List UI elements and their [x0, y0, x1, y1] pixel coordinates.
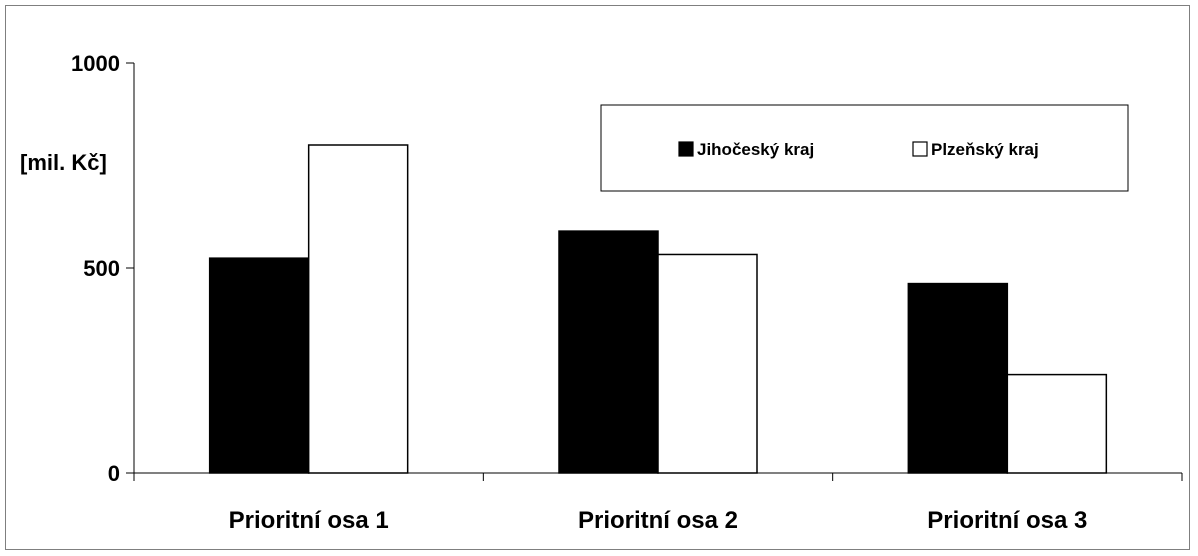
- bar-series-1: [558, 230, 659, 474]
- legend-label: Plzeňský kraj: [931, 140, 1039, 159]
- x-category-label: Prioritní osa 3: [927, 507, 1087, 534]
- y-tick-label: 500: [83, 256, 120, 281]
- x-category-label: Prioritní osa 2: [578, 507, 738, 534]
- bar-series-2: [307, 144, 409, 474]
- y-tick-label: 0: [108, 461, 120, 486]
- legend: Jihočeský kraj Plzeňský kraj: [600, 104, 1129, 192]
- bar-series-2: [1006, 373, 1108, 474]
- labels-layer: [mil. Kč] 0 500 1000 Prioritní osa 1 Priorit…: [20, 51, 1087, 534]
- bars-layer: [208, 144, 1108, 474]
- y-axis-unit-label: [mil. Kč]: [20, 150, 107, 175]
- legend-swatch: [912, 141, 928, 157]
- y-tick-label: 1000: [71, 51, 120, 76]
- legend-label: Jihočeský kraj: [697, 140, 814, 159]
- legend-swatch: [678, 141, 694, 157]
- x-category-label: Prioritní osa 1: [229, 507, 389, 534]
- bar-series-1: [208, 257, 310, 474]
- bar-series-1: [907, 282, 1009, 474]
- bar-series-2: [657, 253, 758, 474]
